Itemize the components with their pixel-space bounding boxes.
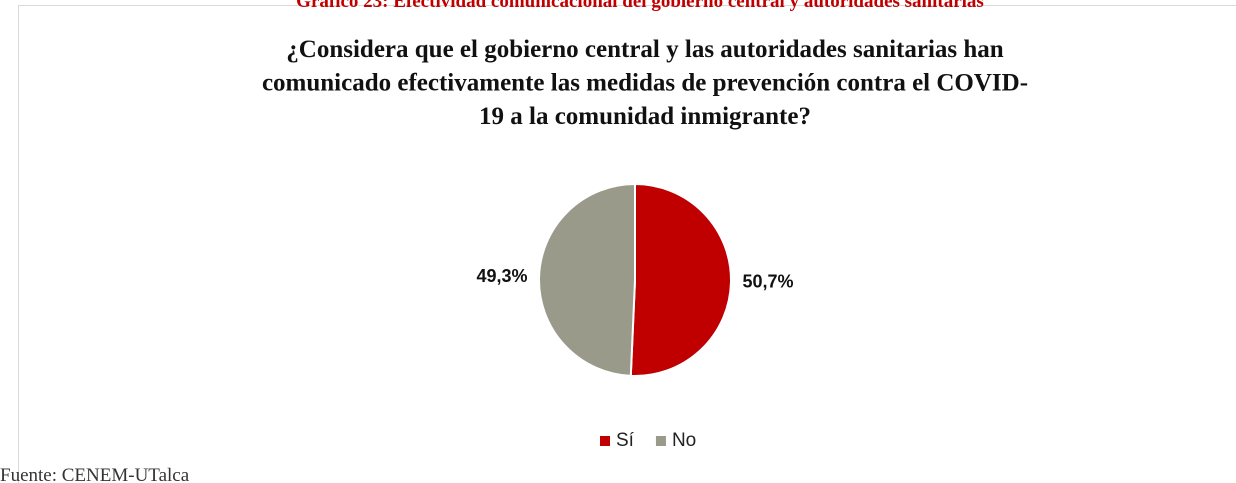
chart-title: comunicado efectivamente las medidas de … — [262, 70, 1028, 97]
data-label: 49,3% — [477, 266, 528, 286]
source: Fuente: CENEM-UTalca — [0, 465, 190, 483]
data-label: 50,7% — [742, 272, 793, 292]
legend-swatch — [655, 436, 666, 446]
legend-swatch — [600, 436, 610, 446]
legend-label: Sí — [616, 430, 635, 451]
pie-slice — [629, 182, 732, 377]
pie-slice — [538, 182, 636, 377]
legend-label: No — [672, 430, 696, 451]
caption: Gráfico 23: Efectividad comunicacional d… — [296, 0, 984, 12]
chart-title: 19 a la comunidad inmigrante? — [479, 103, 811, 130]
chart-title: ¿Considera que el gobierno central y las… — [286, 36, 1003, 63]
